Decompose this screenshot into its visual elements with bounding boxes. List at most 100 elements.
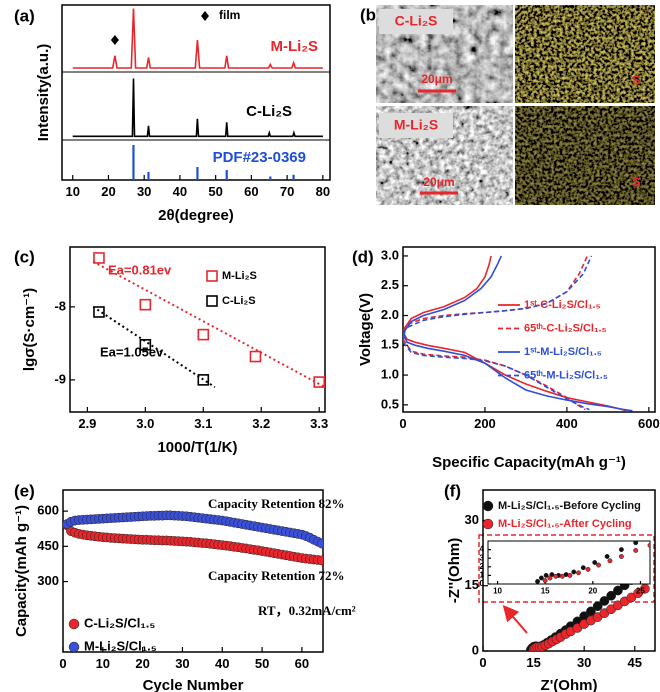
inset-area (535, 541, 650, 584)
y-tick-label: 1.0 (381, 367, 399, 382)
data-point (580, 565, 586, 571)
y-tick-label: 1.5 (381, 337, 399, 352)
x-tick-label: 10 (96, 656, 110, 671)
legend-label: C-Li₂S/Cl₁.₅ (84, 615, 155, 630)
plot-frame (61, 4, 331, 181)
panel-label: (a) (14, 6, 35, 25)
x-tick-label: 20 (135, 656, 149, 671)
annotation: Ea=0.81ev (108, 262, 172, 277)
x-tick-label: 2.9 (78, 416, 96, 431)
annotation: Capacity Retention 72% (208, 568, 345, 583)
x-tick-label: 10 (65, 184, 79, 199)
x-tick-label: 3.1 (194, 416, 212, 431)
eds-map (515, 106, 655, 205)
y-tick-label: 600 (37, 503, 59, 518)
x-axis-title: Specific Capacity(mAh g⁻¹) (432, 454, 626, 471)
data-point (633, 541, 639, 546)
legend-label: M-Li₂S/Cl₁.₅ (84, 638, 157, 653)
annotation: Ea=1.05ev (100, 344, 164, 359)
data-point (197, 374, 210, 386)
sample-label: C-Li₂S (395, 13, 438, 29)
data-point (139, 339, 152, 351)
data-point (316, 555, 323, 566)
legend-label: 65ᵗʰ-M-Li₂S/Cl₁.₅ (524, 369, 608, 381)
x-tick-label: 10 (493, 587, 502, 596)
y-tick-label: 2.5 (381, 277, 399, 292)
fit-line (92, 306, 216, 389)
data-point (535, 578, 541, 584)
fit-line (92, 260, 325, 389)
panel-label: (d) (352, 247, 374, 266)
legend-label: 1ˢᵗ-C-Li₂S/Cl₁.₅ (524, 299, 601, 311)
data-line (403, 255, 593, 411)
data-point (313, 376, 325, 388)
y-tick-label: 3.0 (381, 247, 399, 262)
data-point (571, 569, 577, 575)
x-tick-label: 0 (59, 656, 66, 671)
series-label: M-Li₂S (271, 38, 319, 55)
data-point (604, 554, 610, 559)
x-tick-label: 30 (577, 655, 591, 670)
panel-label: (c) (14, 247, 35, 266)
x-tick-label: 0 (479, 655, 486, 670)
inset-arrow (502, 604, 528, 634)
data-point (553, 573, 559, 579)
y-axis-title: Intensity(a.u.) (35, 44, 52, 142)
data-point (197, 328, 210, 341)
y-tick-label: 30 (465, 512, 479, 527)
y-tick-label: 15 (465, 577, 479, 592)
data-point (633, 548, 639, 553)
panel-label: (e) (14, 481, 35, 500)
data-point (585, 566, 591, 572)
x-tick-label: 15 (526, 655, 540, 670)
plot-frame (62, 489, 324, 653)
y-axis-title: -Z''(Ohm) (446, 538, 463, 603)
x-tick-label: 45 (628, 655, 642, 670)
x-tick-label: 40 (173, 184, 187, 199)
y-tick-label: 0 (472, 642, 479, 657)
x-axis-title: Z'(Ohm) (541, 677, 598, 692)
data-line (403, 255, 627, 412)
data-point (542, 578, 548, 584)
data-point (626, 592, 637, 603)
data-point (139, 298, 152, 311)
data-point (316, 538, 323, 549)
x-tick-label: 60 (244, 184, 258, 199)
x-tick-label: 20 (588, 587, 597, 596)
data-point (606, 590, 617, 601)
y-tick-label: -8 (54, 298, 66, 313)
scale-bar-label: 20μm (423, 175, 454, 189)
legend-marker (482, 518, 494, 530)
data-point (538, 575, 544, 581)
element-label: S (632, 72, 641, 87)
series-label: PDF#23-0369 (213, 149, 306, 166)
eds-map (515, 5, 655, 103)
x-axis-title: 2θ(degree) (158, 207, 234, 224)
plot-frame (69, 246, 326, 413)
x-tick-label: 30 (137, 184, 151, 199)
x-tick-label: 200 (474, 416, 496, 431)
annotation: Capacity Retention 82% (208, 496, 345, 511)
legend-marker (206, 270, 218, 282)
x-tick-label: 3.3 (310, 416, 328, 431)
legend-label: M-Li₂S (222, 270, 257, 282)
x-tick-label: 0 (399, 416, 406, 431)
plot-frame (482, 489, 656, 652)
legend-label: 65ᵗʰ-C-Li₂S/Cl₁.₅ (524, 322, 607, 334)
element-label: S (632, 174, 641, 189)
legend-marker (201, 11, 209, 21)
y-axis-title: lgσ(S·cm⁻¹) (21, 288, 38, 371)
y-tick-label: 4 (480, 545, 485, 554)
sample-label-box (379, 113, 453, 138)
x-axis-title: 1000/T(1/K) (157, 439, 237, 456)
legend-marker (206, 295, 218, 307)
x-axis-title: Cycle Number (143, 677, 244, 692)
y-axis-title: Voltage(V) (357, 293, 374, 366)
plot-area (72, 8, 323, 180)
y-tick-label: 2 (480, 562, 485, 571)
data-point (596, 562, 601, 568)
data-line (72, 8, 323, 69)
y-tick-label: 1 (480, 571, 485, 580)
y-tick-label: 450 (37, 538, 59, 553)
